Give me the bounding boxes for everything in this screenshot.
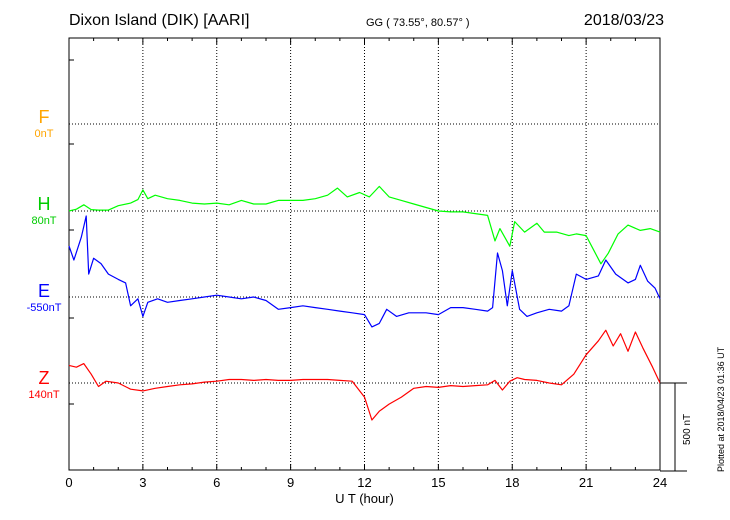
component-baseline: 0nT xyxy=(34,128,54,140)
x-tick-label: 9 xyxy=(287,475,294,490)
component-label-f: F 0nT xyxy=(12,108,76,140)
series-line-z xyxy=(68,329,661,421)
plotted-timestamp: Plotted at 2018/04/23 01:36 UT xyxy=(716,346,726,472)
x-tick-label: 15 xyxy=(431,475,445,490)
station-title: Dixon Island (DIK) [AARI] xyxy=(69,12,250,29)
component-label-e: E -550nT xyxy=(12,282,76,314)
series-line-e xyxy=(68,215,661,328)
component-baseline: -550nT xyxy=(26,302,62,314)
x-tick-label: 6 xyxy=(213,475,220,490)
x-tick-label: 24 xyxy=(653,475,667,490)
x-axis-label: U T (hour) xyxy=(335,491,394,506)
scale-bar-label: 500 nT xyxy=(682,413,693,445)
x-tick-label: 18 xyxy=(505,475,519,490)
component-letter: F xyxy=(38,107,50,127)
component-letter: E xyxy=(37,281,50,301)
geo-coordinates: GG ( 73.55°, 80.57° ) xyxy=(366,17,470,29)
component-letter: H xyxy=(37,194,51,214)
component-baseline: 140nT xyxy=(28,389,60,401)
component-label-z: Z 140nT xyxy=(12,369,76,401)
component-letter: Z xyxy=(38,368,50,388)
x-tick-label: 0 xyxy=(65,475,72,490)
observation-date: 2018/03/23 xyxy=(583,12,664,29)
component-baseline: 80nT xyxy=(31,215,57,227)
x-tick-label: 3 xyxy=(139,475,146,490)
x-tick-label: 21 xyxy=(579,475,593,490)
component-label-h: H 80nT xyxy=(12,195,76,227)
series-line-h xyxy=(68,185,661,265)
x-tick-label: 12 xyxy=(357,475,371,490)
